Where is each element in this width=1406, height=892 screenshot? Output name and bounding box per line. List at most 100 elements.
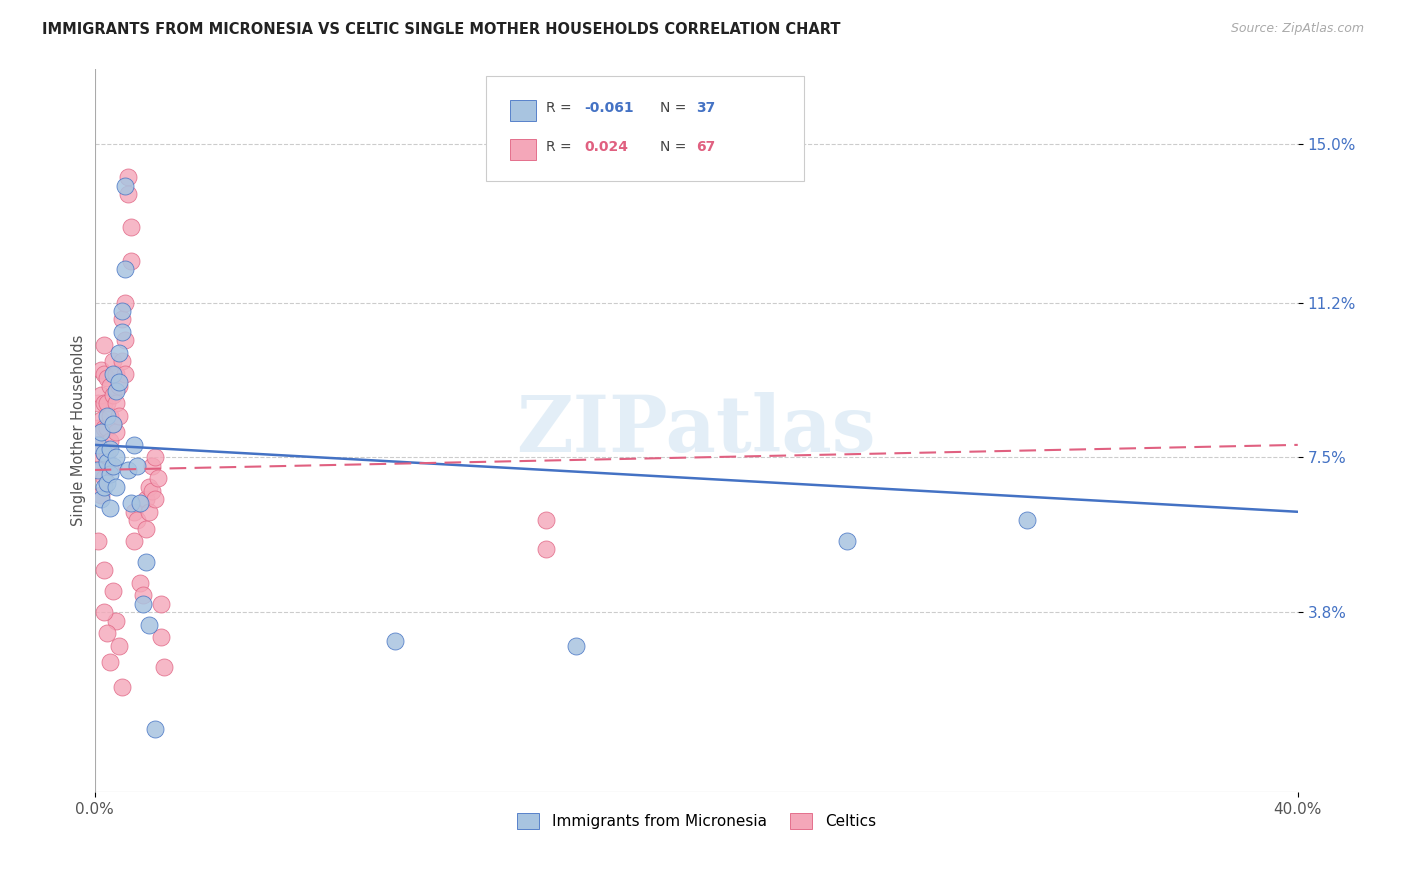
Point <box>152 659 174 673</box>
Point <box>120 220 142 235</box>
Legend: Immigrants from Micronesia, Celtics: Immigrants from Micronesia, Celtics <box>510 806 882 835</box>
Point <box>534 542 557 557</box>
Point <box>86 463 108 477</box>
Point <box>98 434 121 448</box>
Point <box>1015 513 1038 527</box>
FancyBboxPatch shape <box>509 100 536 121</box>
Point <box>534 513 557 527</box>
Point <box>141 458 163 473</box>
Point <box>565 639 588 653</box>
Point <box>90 488 112 502</box>
Point <box>86 534 108 549</box>
Text: 0.024: 0.024 <box>585 140 628 153</box>
Text: Source: ZipAtlas.com: Source: ZipAtlas.com <box>1230 22 1364 36</box>
Point <box>149 630 172 644</box>
Point <box>90 492 112 507</box>
Point <box>86 421 108 435</box>
Point <box>141 483 163 498</box>
Text: 67: 67 <box>696 140 716 153</box>
Point <box>93 421 115 435</box>
Point <box>98 500 121 515</box>
Point <box>138 617 160 632</box>
Point <box>90 438 112 452</box>
Text: IMMIGRANTS FROM MICRONESIA VS CELTIC SINGLE MOTHER HOUSEHOLDS CORRELATION CHART: IMMIGRANTS FROM MICRONESIA VS CELTIC SIN… <box>42 22 841 37</box>
Point <box>98 442 121 456</box>
Point <box>104 384 127 398</box>
Point <box>107 346 129 360</box>
Point <box>90 425 112 440</box>
FancyBboxPatch shape <box>485 76 804 181</box>
Point <box>114 334 136 348</box>
Point <box>135 522 157 536</box>
Point <box>138 505 160 519</box>
Point <box>101 387 124 401</box>
Point <box>104 425 127 440</box>
Point <box>90 387 112 401</box>
Point <box>128 496 150 510</box>
Point <box>98 458 121 473</box>
Point <box>125 513 148 527</box>
Point <box>138 480 160 494</box>
Point <box>101 417 124 431</box>
Point <box>117 170 139 185</box>
Text: N =: N = <box>659 102 690 115</box>
Point <box>104 367 127 381</box>
Text: R =: R = <box>546 102 576 115</box>
Point <box>131 589 153 603</box>
Text: 37: 37 <box>696 102 716 115</box>
Point <box>101 458 124 473</box>
Point <box>98 656 121 670</box>
Point <box>122 534 145 549</box>
Text: ZIPatlas: ZIPatlas <box>516 392 876 468</box>
Point <box>143 492 166 507</box>
Point <box>120 253 142 268</box>
Y-axis label: Single Mother Households: Single Mother Households <box>72 334 86 526</box>
Point <box>96 396 118 410</box>
Point <box>101 354 124 368</box>
Point <box>96 421 118 435</box>
Point <box>143 450 166 465</box>
Point <box>117 463 139 477</box>
Point <box>93 471 115 485</box>
Point <box>104 450 127 465</box>
Point <box>93 563 115 577</box>
Point <box>101 417 124 431</box>
Point <box>93 446 115 460</box>
Point <box>93 446 115 460</box>
Point <box>104 480 127 494</box>
Text: R =: R = <box>546 140 576 153</box>
Point <box>111 312 134 326</box>
Point <box>384 634 406 648</box>
Point <box>149 597 172 611</box>
Point <box>111 304 134 318</box>
Point <box>86 446 108 460</box>
Point <box>125 458 148 473</box>
Point <box>146 471 169 485</box>
Point <box>128 575 150 590</box>
Point <box>111 325 134 339</box>
Point <box>111 681 134 695</box>
Point <box>101 584 124 599</box>
FancyBboxPatch shape <box>509 138 536 161</box>
Point <box>90 413 112 427</box>
Point <box>131 597 153 611</box>
Point <box>93 396 115 410</box>
Point <box>98 409 121 423</box>
Point <box>107 639 129 653</box>
Point <box>93 480 115 494</box>
Point <box>86 396 108 410</box>
Text: N =: N = <box>659 140 690 153</box>
Point <box>90 463 112 477</box>
Point <box>104 614 127 628</box>
Point <box>135 555 157 569</box>
Point <box>90 362 112 376</box>
Point <box>96 446 118 460</box>
Point <box>93 367 115 381</box>
Point <box>111 354 134 368</box>
Point <box>101 367 124 381</box>
Point <box>114 178 136 193</box>
Point <box>114 295 136 310</box>
Point <box>120 496 142 510</box>
Point <box>93 605 115 619</box>
Point <box>135 492 157 507</box>
